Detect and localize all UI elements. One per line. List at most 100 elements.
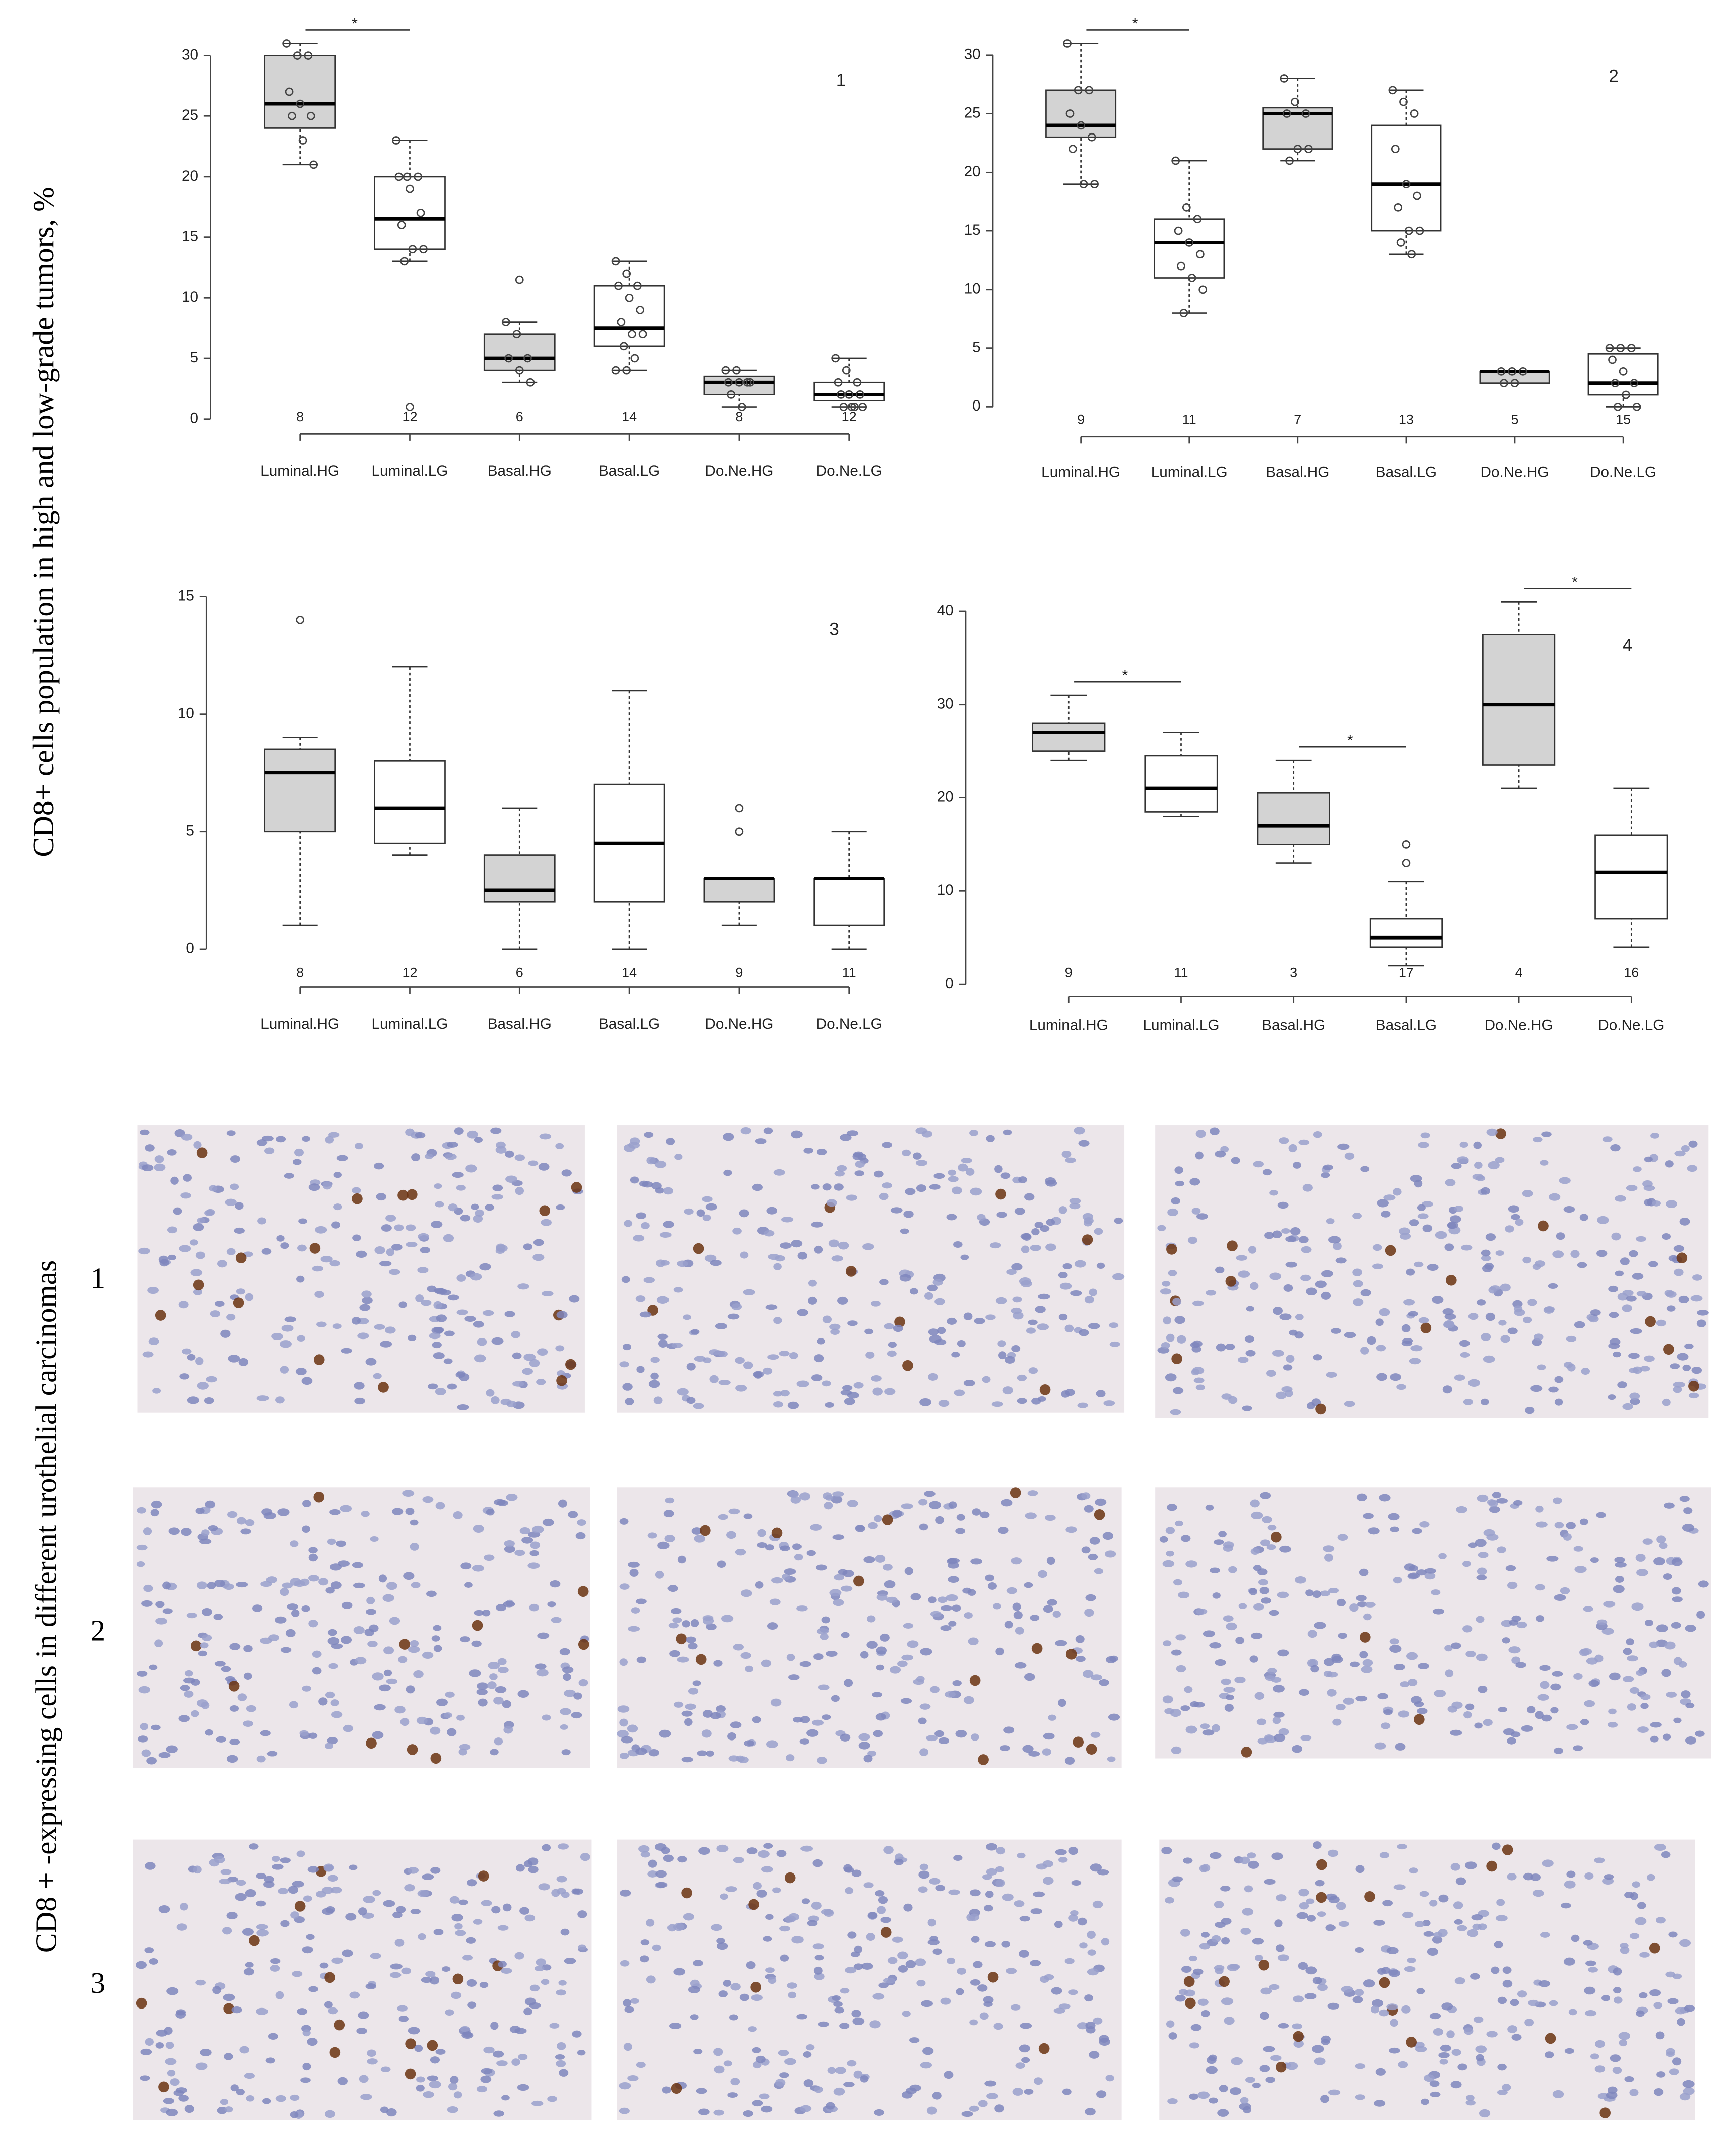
- nucleus: [1235, 1637, 1245, 1644]
- nucleus: [556, 1989, 566, 1996]
- nucleus: [996, 1847, 1005, 1855]
- nucleus: [1278, 2023, 1289, 2029]
- nucleus: [1460, 1352, 1470, 1358]
- nucleus: [275, 1991, 284, 1999]
- x-tick-label: Do.Ne.LG: [1590, 464, 1656, 481]
- nucleus: [1609, 1672, 1621, 1681]
- nucleus: [1231, 2057, 1243, 2065]
- nucleus: [1505, 1565, 1516, 1571]
- nucleus: [1028, 1751, 1040, 1757]
- nucleus: [1535, 1505, 1544, 1513]
- nucleus: [1335, 1704, 1346, 1711]
- nucleus: [929, 1936, 938, 1942]
- nucleus: [318, 1578, 329, 1586]
- nucleus: [1450, 1729, 1462, 1736]
- nucleus: [168, 1527, 180, 1535]
- nucleus: [1321, 1270, 1333, 1277]
- nucleus: [668, 1622, 679, 1629]
- nucleus: [684, 1208, 694, 1215]
- nucleus: [239, 2046, 250, 2054]
- nucleus: [1306, 1287, 1317, 1295]
- nucleus: [538, 1163, 550, 1171]
- nucleus: [927, 1918, 936, 1927]
- nucleus: [340, 1505, 352, 1512]
- nucleus: [1463, 1399, 1473, 1405]
- nucleus: [1010, 2004, 1021, 2011]
- nucleus: [1292, 2023, 1303, 2030]
- nucleus: [1424, 1572, 1436, 1580]
- nucleus: [851, 1869, 862, 1877]
- nucleus: [1071, 1880, 1082, 1886]
- nucleus: [865, 1351, 875, 1359]
- nucleus: [957, 1340, 966, 1347]
- nucleus: [405, 1128, 415, 1136]
- nucleus: [491, 1906, 501, 1914]
- nucleus: [1644, 1198, 1653, 1207]
- nucleus: [1620, 1257, 1630, 1265]
- nucleus: [905, 1960, 916, 1968]
- nucleus: [308, 1620, 318, 1628]
- nucleus: [280, 1857, 291, 1863]
- nucleus: [1212, 1592, 1221, 1599]
- nucleus: [417, 1890, 429, 1897]
- nucleus: [303, 1895, 312, 1902]
- stained-cell: [1293, 2031, 1304, 2042]
- nucleus: [787, 1401, 799, 1409]
- nucleus: [447, 1294, 459, 1301]
- nucleus: [1327, 1849, 1339, 1857]
- nucleus: [1298, 1236, 1309, 1243]
- nucleus: [1017, 1374, 1027, 1381]
- nucleus: [1673, 1386, 1682, 1393]
- nucleus: [1502, 1637, 1510, 1644]
- nucleus: [1408, 1572, 1420, 1579]
- nucleus: [1034, 2077, 1043, 2085]
- data-point: [1065, 109, 1075, 118]
- nucleus: [890, 1207, 903, 1214]
- nucleus: [764, 1230, 775, 1237]
- nucleus: [1644, 1156, 1653, 1163]
- stained-cell: [196, 1147, 208, 1158]
- nucleus: [886, 1596, 898, 1603]
- nucleus: [810, 1524, 822, 1531]
- stained-cell: [1663, 1344, 1674, 1355]
- nucleus: [1471, 1914, 1483, 1921]
- nucleus: [1609, 1312, 1619, 1318]
- nucleus: [173, 1207, 182, 1215]
- nucleus: [1461, 1244, 1473, 1251]
- nucleus: [389, 1617, 400, 1625]
- nucleus: [1052, 1611, 1061, 1618]
- nucleus: [1489, 1506, 1500, 1513]
- nucleus: [1323, 1164, 1333, 1170]
- nucleus: [969, 1130, 978, 1136]
- nucleus: [1482, 1264, 1493, 1272]
- nucleus: [1468, 1379, 1480, 1387]
- nucleus: [1062, 1263, 1072, 1269]
- stained-cell: [1406, 2037, 1417, 2048]
- nucleus: [1077, 2022, 1089, 2030]
- nucleus: [561, 1169, 572, 1177]
- count-label: 16: [1624, 965, 1639, 980]
- nucleus: [655, 1259, 666, 1267]
- nucleus: [956, 1988, 964, 1995]
- nucleus: [1005, 1356, 1015, 1364]
- nucleus: [541, 1979, 550, 1985]
- nucleus: [418, 1233, 429, 1240]
- nucleus: [292, 1159, 302, 1165]
- nucleus: [529, 1984, 540, 1992]
- nucleus: [1544, 2051, 1554, 2058]
- nucleus: [876, 1593, 888, 1601]
- nucleus: [820, 1633, 829, 1640]
- nucleus: [1096, 1262, 1105, 1269]
- nucleus: [982, 1376, 991, 1383]
- data-point: [1391, 145, 1400, 153]
- nucleus: [1313, 1131, 1322, 1138]
- nucleus: [1273, 1307, 1283, 1315]
- nucleus: [441, 1966, 451, 1972]
- nucleus: [1585, 1960, 1596, 1966]
- nucleus: [1522, 1189, 1533, 1197]
- nucleus: [879, 1279, 889, 1285]
- nucleus: [1412, 1528, 1422, 1534]
- nucleus: [1586, 1657, 1598, 1665]
- nucleus: [730, 1983, 741, 1991]
- nucleus: [1424, 2074, 1435, 2082]
